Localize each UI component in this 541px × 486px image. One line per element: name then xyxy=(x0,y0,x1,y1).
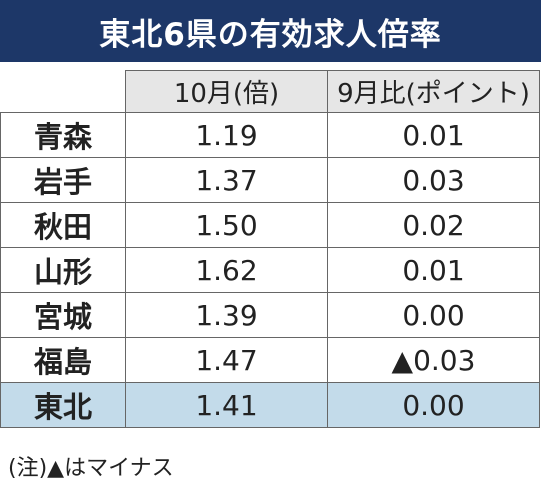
header-cell: 10月(倍) xyxy=(125,70,328,113)
header-row: 10月(倍) 9月比(ポイント) xyxy=(0,70,540,113)
table-row: 東北 1.41 0.00 xyxy=(0,382,540,428)
table-row: 青森 1.19 0.01 xyxy=(0,112,540,158)
value-cell: 0.03 xyxy=(327,157,540,203)
prefecture-cell: 岩手 xyxy=(0,157,126,203)
value-cell: 1.47 xyxy=(125,337,328,383)
table-row: 秋田 1.50 0.02 xyxy=(0,202,540,248)
header-blank xyxy=(0,70,126,113)
prefecture-cell: 青森 xyxy=(0,112,126,158)
value-cell: 0.01 xyxy=(327,112,540,158)
table-body: 10月(倍) 9月比(ポイント) 青森 1.19 0.01 岩手 1.37 0.03 秋田 1… xyxy=(0,70,540,428)
title-bar: 東北6県の有効求人倍率 xyxy=(0,0,541,62)
value-cell: 1.50 xyxy=(125,202,328,248)
value-cell: 1.62 xyxy=(125,247,328,293)
value-cell: 1.19 xyxy=(125,112,328,158)
value-cell: 1.39 xyxy=(125,292,328,338)
prefecture-cell: 福島 xyxy=(0,337,126,383)
value-cell: 1.41 xyxy=(125,382,328,428)
value-cell: 1.37 xyxy=(125,157,328,203)
data-table: 10月(倍) 9月比(ポイント) 青森 1.19 0.01 岩手 1.37 0.03 秋田 1… xyxy=(0,70,540,428)
table-row: 山形 1.62 0.01 xyxy=(0,247,540,293)
prefecture-cell: 秋田 xyxy=(0,202,126,248)
value-cell: 0.02 xyxy=(327,202,540,248)
prefecture-cell: 宮城 xyxy=(0,292,126,338)
value-cell: 0.00 xyxy=(327,382,540,428)
prefecture-cell: 山形 xyxy=(0,247,126,293)
value-cell: 0.01 xyxy=(327,247,540,293)
table-row: 福島 1.47 ▲0.03 xyxy=(0,337,540,383)
table-row: 岩手 1.37 0.03 xyxy=(0,157,540,203)
value-cell: 0.00 xyxy=(327,292,540,338)
value-cell: ▲0.03 xyxy=(327,337,540,383)
prefecture-cell: 東北 xyxy=(0,382,126,428)
header-cell: 9月比(ポイント) xyxy=(327,70,540,113)
footnote: (注)▲はマイナス xyxy=(8,456,174,481)
table-row: 宮城 1.39 0.00 xyxy=(0,292,540,338)
